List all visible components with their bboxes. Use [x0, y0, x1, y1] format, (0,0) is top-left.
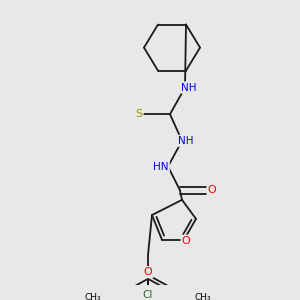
- Text: Cl: Cl: [143, 290, 153, 300]
- Text: S: S: [135, 109, 142, 119]
- Text: O: O: [208, 185, 216, 195]
- Text: CH₃: CH₃: [84, 293, 101, 300]
- Text: O: O: [182, 236, 190, 246]
- Text: HN: HN: [153, 161, 169, 172]
- Text: NH: NH: [181, 82, 197, 93]
- Text: O: O: [144, 267, 152, 277]
- Text: NH: NH: [178, 136, 194, 146]
- Text: CH₃: CH₃: [195, 293, 211, 300]
